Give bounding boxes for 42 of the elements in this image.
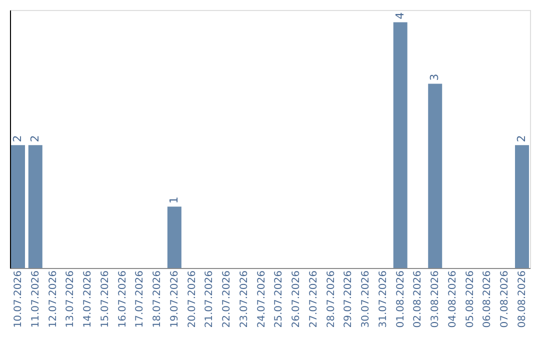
x-tick-label: 26.07.2026 — [291, 270, 302, 328]
x-tick-label: 12.07.2026 — [48, 270, 59, 328]
bar — [28, 145, 42, 268]
bar — [167, 206, 182, 268]
data-label: 4 — [393, 12, 406, 20]
x-tick-label: 10.07.2026 — [12, 270, 24, 328]
x-tick-label: 15.07.2026 — [100, 270, 111, 328]
x-tick-label: 31.07.2026 — [378, 270, 389, 328]
x-tick-label: 24.07.2026 — [256, 270, 268, 328]
x-tick-label: 07.08.2026 — [500, 270, 511, 328]
data-label: 2 — [28, 135, 42, 142]
x-tick-label: 08.08.2026 — [517, 270, 528, 328]
data-label: 1 — [167, 196, 180, 204]
bar — [515, 145, 530, 268]
x-tick-label: 27.07.2026 — [308, 270, 320, 328]
data-label: 3 — [428, 74, 442, 81]
x-tick-label: 14.07.2026 — [82, 270, 94, 328]
bar — [393, 22, 408, 268]
x-tick-label: 20.07.2026 — [186, 270, 198, 328]
x-tick-label: 19.07.2026 — [169, 270, 180, 328]
x-tick-label: 18.07.2026 — [152, 270, 164, 328]
x-tick-label: 23.07.2026 — [238, 270, 250, 328]
x-tick-label: 17.07.2026 — [134, 270, 146, 328]
x-tick-label: 28.07.2026 — [326, 270, 337, 328]
x-tick-label: 22.07.2026 — [222, 270, 233, 328]
x-tick-label: 01.08.2026 — [395, 270, 406, 328]
x-tick-label: 25.07.2026 — [274, 270, 285, 328]
x-tick-label: 30.07.2026 — [360, 270, 372, 328]
x-tick-label: 11.07.2026 — [30, 270, 42, 328]
x-tick-label: 05.08.2026 — [464, 270, 476, 328]
x-tick-label: 04.08.2026 — [447, 270, 458, 328]
x-tick-label: 16.07.2026 — [117, 270, 128, 328]
data-label: 2 — [515, 135, 528, 142]
x-tick-label: 21.07.2026 — [204, 270, 216, 328]
bar — [428, 84, 442, 268]
bar — [10, 145, 25, 268]
x-tick-label: 03.08.2026 — [430, 270, 442, 328]
x-tick-label: 29.07.2026 — [343, 270, 354, 328]
data-label: 2 — [10, 135, 24, 142]
x-tick-label: 02.08.2026 — [412, 270, 424, 328]
x-tick-label: 13.07.2026 — [65, 270, 76, 328]
x-tick-label: 06.08.2026 — [482, 270, 494, 328]
